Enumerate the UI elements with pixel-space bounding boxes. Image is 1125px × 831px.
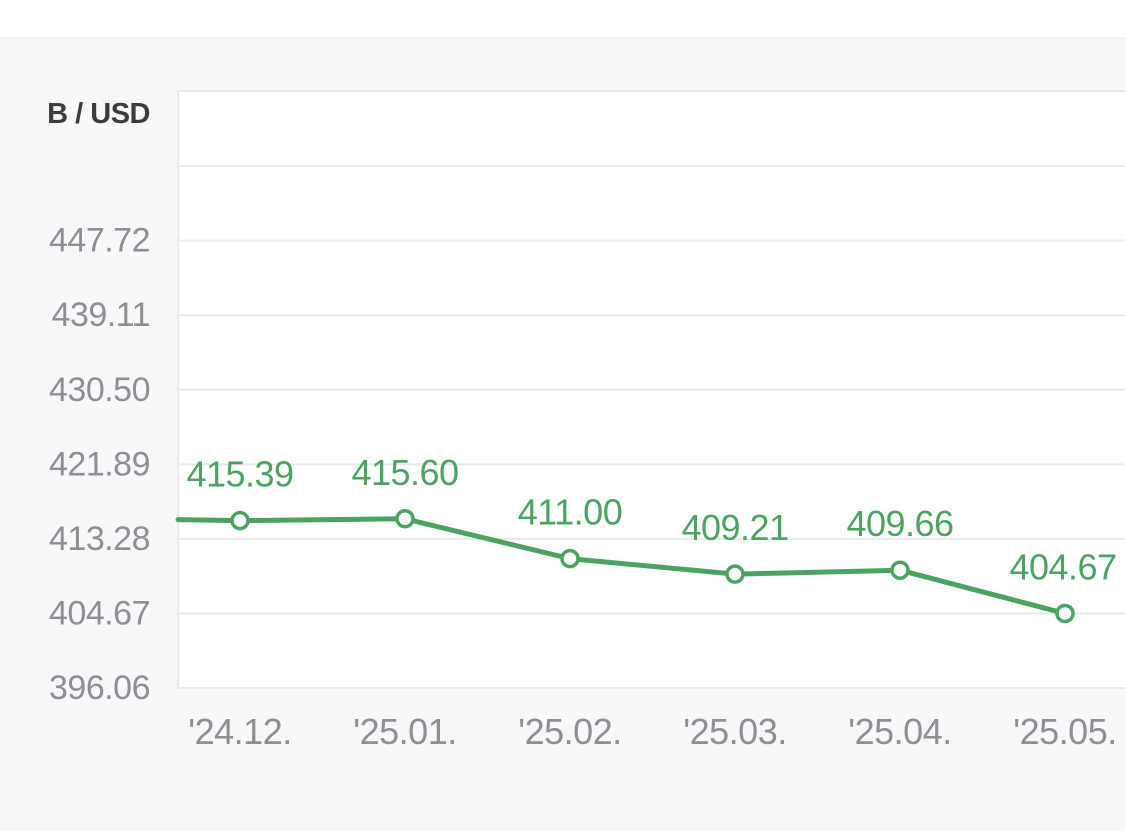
data-label: 415.39 [186,454,293,495]
data-label: 411.00 [518,492,622,533]
data-label: 415.60 [351,452,458,493]
y-axis-unit-label: B / USD [47,98,150,130]
data-point [725,564,745,584]
x-tick-label: '25.03. [683,711,786,752]
data-point [1055,603,1075,624]
y-tick-label: 447.72 [49,222,150,260]
x-tick-label: '24.12. [188,711,291,752]
data-point [560,548,580,569]
y-tick-label: 421.89 [49,445,150,483]
y-tick-label: 439.11 [52,296,150,334]
data-point [890,560,910,580]
data-label: 409.66 [846,503,953,544]
x-tick-label: '25.01. [353,711,456,752]
x-tick-label: '25.02. [518,711,621,752]
x-tick-label: '25.04. [848,711,951,752]
data-label: 404.67 [1009,546,1116,587]
data-point [230,510,250,531]
x-tick-label: '25.05. [1013,711,1116,752]
top-bar [0,0,1125,39]
y-tick-label: 413.28 [49,520,150,558]
y-tick-label: 396.06 [49,669,150,707]
data-label: 409.21 [681,507,788,548]
y-tick-label: 404.67 [49,594,150,632]
y-tick-label: 430.50 [49,371,150,409]
data-point [395,509,415,529]
